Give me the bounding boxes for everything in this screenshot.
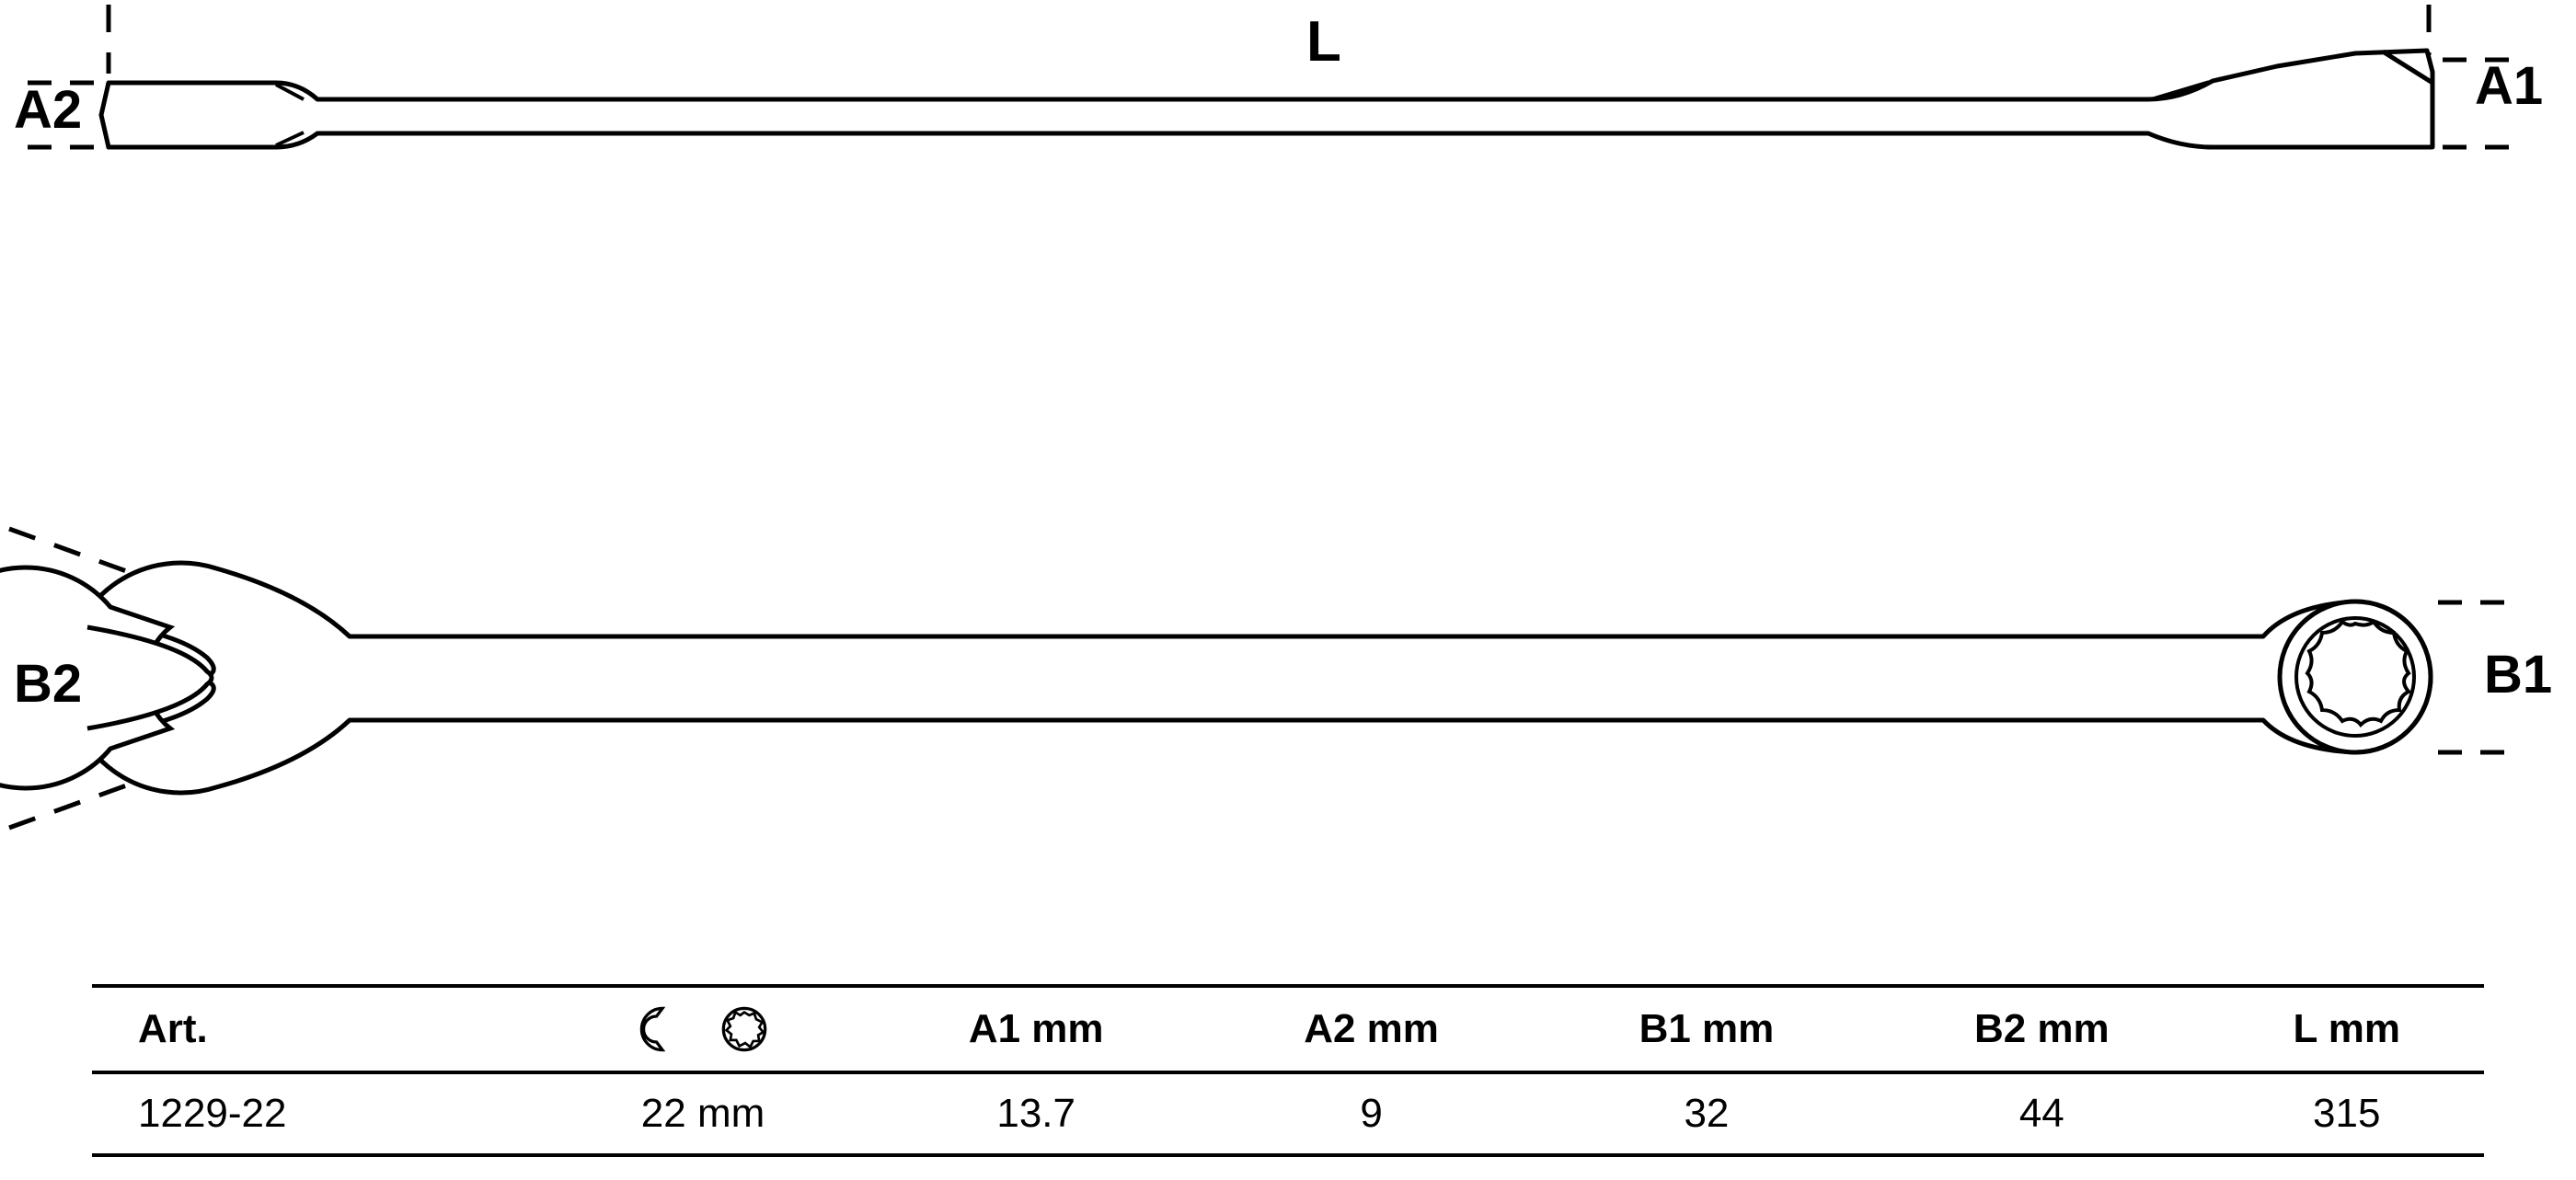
- label-A1: A1: [2475, 55, 2543, 117]
- table-row: 1229-22 22 mm 13.7 9 32 44 315: [92, 1072, 2484, 1155]
- open-end-icon: [637, 1004, 686, 1054]
- box-end-12pt: [2307, 622, 2409, 725]
- top-view-svg: [0, 460, 2576, 920]
- col-l: L mm: [2210, 986, 2485, 1072]
- spec-table: Art. A1 mm A2 mm B1 mm B2 mm L mm: [92, 984, 2484, 1157]
- side-view-svg: [0, 0, 2576, 230]
- cell-a1: 13.7: [868, 1072, 1203, 1155]
- col-a2: A2 mm: [1203, 986, 1538, 1072]
- cell-b1: 32: [1539, 1072, 1874, 1155]
- label-A2: A2: [14, 79, 82, 141]
- table-header-row: Art. A1 mm A2 mm B1 mm B2 mm L mm: [92, 986, 2484, 1072]
- cell-a2: 9: [1203, 1072, 1538, 1155]
- col-b2: B2 mm: [1874, 986, 2209, 1072]
- col-b1: B1 mm: [1539, 986, 1874, 1072]
- wrench-diagram: L A1 A2 B1 B2: [0, 0, 2576, 966]
- cell-b2: 44: [1874, 1072, 2209, 1155]
- col-size-icons: [537, 986, 868, 1072]
- col-a1: A1 mm: [868, 986, 1203, 1072]
- cell-art: 1229-22: [92, 1072, 537, 1155]
- label-L: L: [1306, 9, 1341, 74]
- box-end-icon: [719, 1004, 769, 1054]
- cell-size: 22 mm: [537, 1072, 868, 1155]
- label-B2: B2: [14, 653, 82, 715]
- cell-l: 315: [2210, 1072, 2485, 1155]
- label-B1: B1: [2484, 644, 2552, 705]
- col-art: Art.: [92, 986, 537, 1072]
